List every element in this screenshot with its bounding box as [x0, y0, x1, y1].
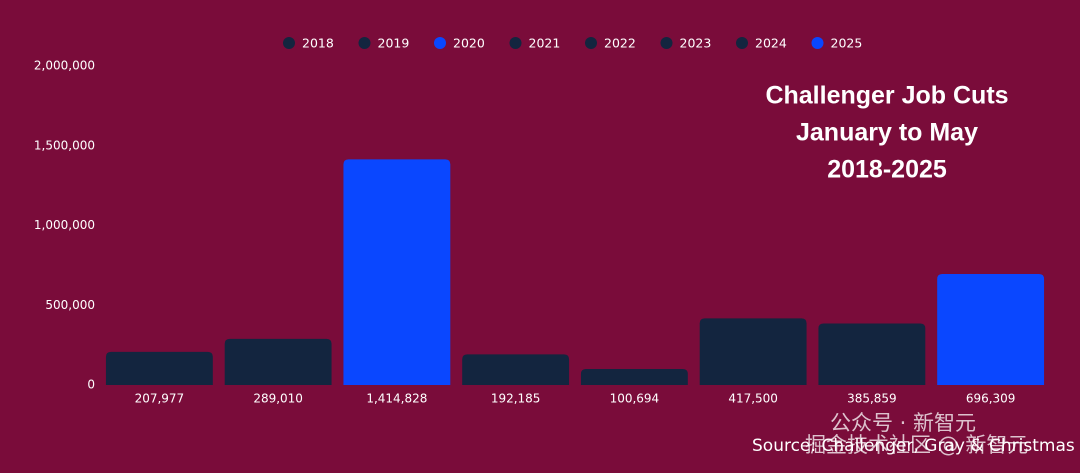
legend-label: 2021 [529, 36, 561, 51]
bar [462, 354, 570, 385]
value-label: 289,010 [253, 392, 303, 406]
bar [818, 323, 926, 385]
legend-label: 2020 [453, 36, 485, 51]
source: Source: Challenger, Gray & Christmas [752, 436, 1075, 456]
legend-swatch [660, 37, 673, 49]
value-label: 100,694 [610, 392, 660, 406]
y-tick-label: 0 [87, 378, 95, 392]
bar [343, 159, 451, 385]
value-label: 696,309 [966, 392, 1016, 406]
value-label: 192,185 [491, 392, 541, 406]
value-label: 207,977 [135, 392, 185, 406]
value-label: 1,414,828 [366, 392, 427, 406]
watermark: 公众号 · 新智元 [830, 411, 976, 435]
legend-label: 2019 [378, 36, 410, 51]
legend-swatch [811, 37, 824, 49]
chart-title: 2018-2025 [827, 156, 947, 184]
bar [224, 338, 332, 385]
legend-swatch [736, 37, 748, 49]
chart-title: January to May [796, 119, 978, 147]
value-label: 385,859 [847, 392, 897, 406]
y-tick-label: 500,000 [45, 298, 95, 312]
legend-swatch [283, 37, 295, 49]
legend-label: 2025 [831, 36, 863, 51]
bar [699, 318, 807, 385]
bar [105, 351, 213, 385]
watermark: 掘金技术社区 @ 新智元 [805, 433, 1028, 457]
chart-title: Challenger Job Cuts [765, 82, 1008, 110]
y-tick-label: 1,000,000 [34, 218, 95, 232]
legend-swatch [585, 37, 597, 49]
bar [580, 368, 688, 385]
value-label: 417,500 [728, 392, 778, 406]
bar [937, 273, 1045, 385]
legend-swatch [358, 37, 371, 49]
y-tick-label: 2,000,000 [34, 59, 95, 73]
y-tick-label: 1,500,000 [34, 138, 95, 152]
legend-label: 2023 [680, 36, 712, 51]
legend-swatch [509, 37, 522, 49]
legend-label: 2022 [604, 36, 636, 51]
legend-label: 2024 [755, 36, 787, 51]
legend-swatch [434, 37, 446, 49]
legend-label: 2018 [302, 36, 334, 51]
